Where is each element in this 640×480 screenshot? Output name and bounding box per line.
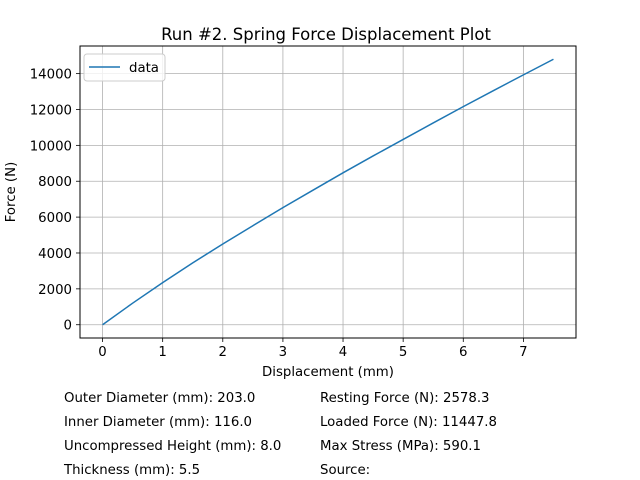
x-tick-label: 1 [158, 345, 166, 360]
x-tick-label: 6 [459, 345, 467, 360]
inner-diameter-text: Inner Diameter (mm): 116.0 [64, 415, 253, 430]
legend-box [83, 53, 166, 82]
grid [80, 46, 576, 338]
x-tick-label: 4 [339, 345, 347, 360]
source-text: Source: [320, 463, 371, 478]
plot-frame [79, 45, 577, 339]
loaded-force-text: Loaded Force (N): 11447.8 [320, 415, 497, 430]
y-tick-label: 14000 [30, 68, 72, 83]
legend-label: data [129, 61, 159, 76]
y-tick-label: 0 [64, 319, 72, 334]
outer-diameter-text: Outer Diameter (mm): 203.0 [64, 391, 256, 406]
y-tick-label: 8000 [38, 175, 72, 190]
y-tick-label: 12000 [30, 103, 72, 118]
max-stress-text: Max Stress (MPa): 590.1 [320, 439, 481, 454]
resting-force-text: Resting Force (N): 2578.3 [320, 391, 490, 406]
x-tick-label: 3 [279, 345, 287, 360]
series-layer [102, 58, 554, 326]
thickness-text: Thickness (mm): 5.5 [64, 463, 201, 478]
x-tick-label: 5 [399, 345, 407, 360]
y-tick-label: 10000 [30, 139, 72, 154]
y-axis-label: Force (N) [4, 162, 19, 223]
legend: data [83, 53, 166, 82]
x-tick-label: 0 [98, 345, 106, 360]
y-tick-label: 4000 [38, 247, 72, 262]
ticks: 0 1 2 3 4 5 6 7 0 2000 4000 6000 8000 10000 12000 14000 [30, 68, 528, 360]
chart-title: Run #2. Spring Force Displacement Plot [161, 25, 491, 44]
y-tick-label: 6000 [38, 211, 72, 226]
x-tick-label: 2 [219, 345, 227, 360]
x-axis-label: Displacement (mm) [262, 365, 394, 380]
uncompressed-height-text: Uncompressed Height (mm): 8.0 [64, 439, 282, 454]
series-line-data [102, 58, 554, 326]
y-tick-label: 2000 [38, 283, 72, 298]
x-tick-label: 7 [519, 345, 527, 360]
